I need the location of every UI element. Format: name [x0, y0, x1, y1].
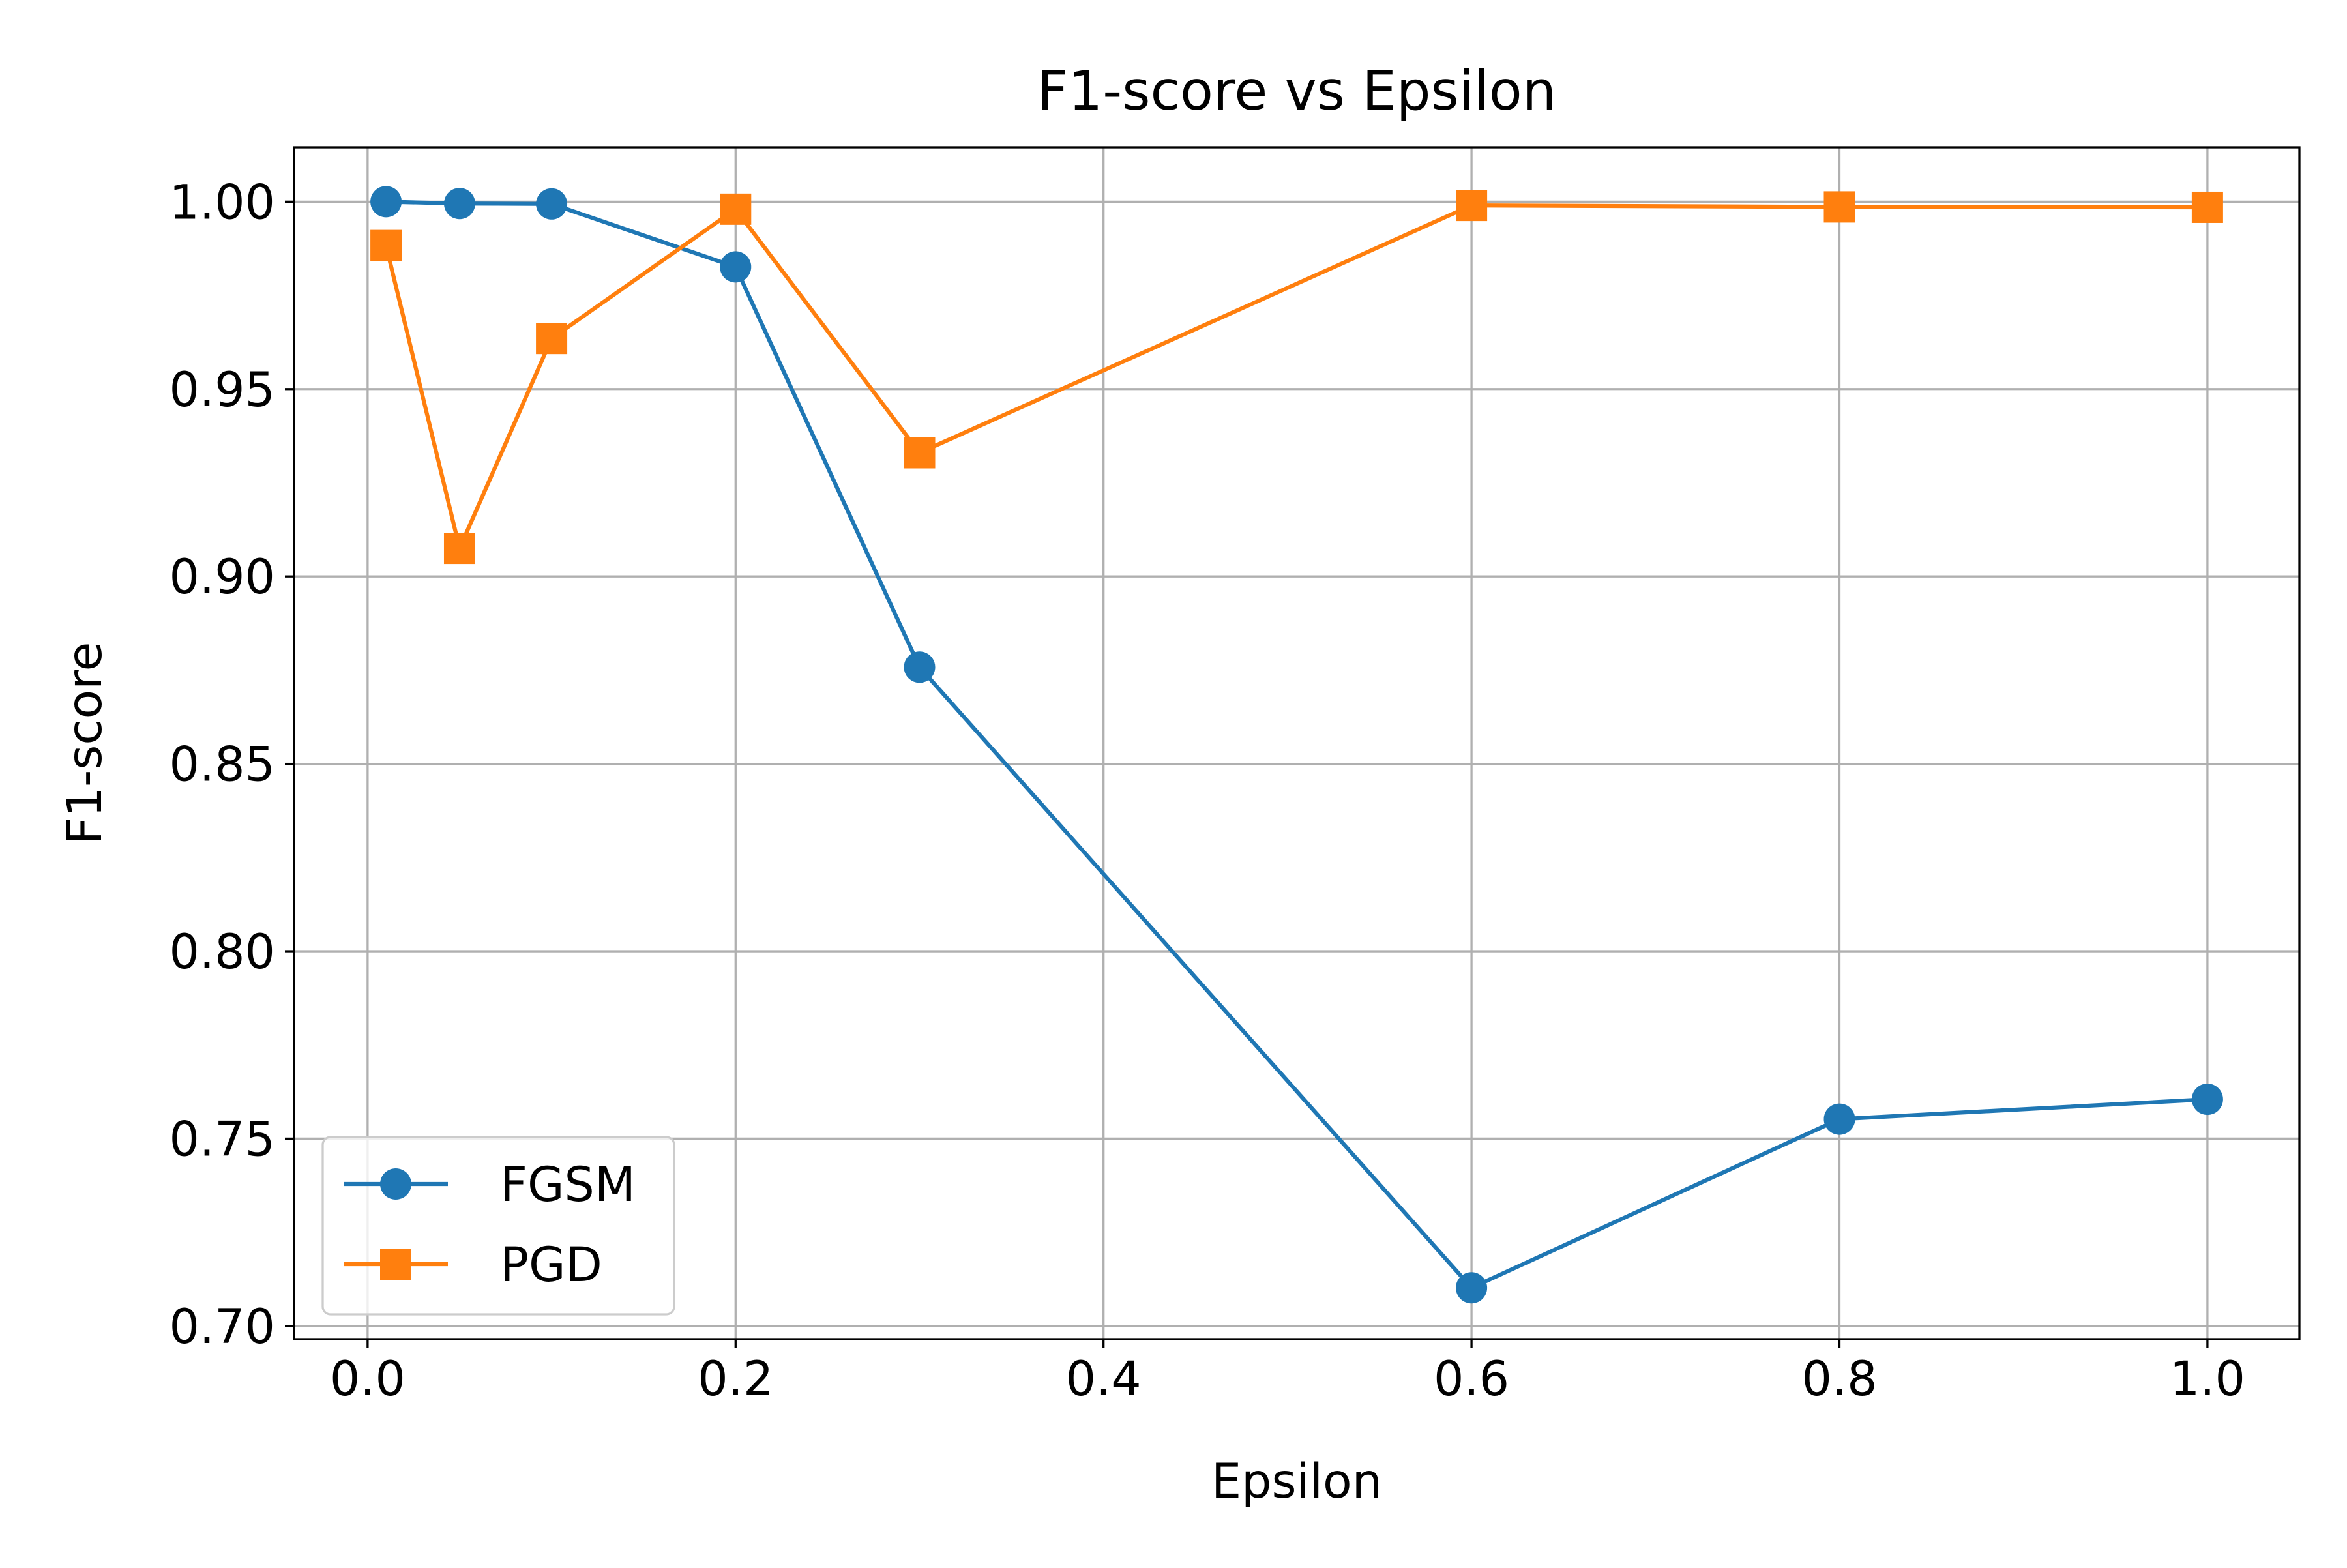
y-tick-label: 0.95 [169, 362, 275, 418]
x-axis-label: Epsilon [1211, 1454, 1382, 1509]
data-point-pgd [443, 533, 475, 565]
x-tick-label: 0.4 [1066, 1352, 1142, 1407]
y-tick-label: 0.75 [169, 1112, 275, 1167]
data-point-fgsm [443, 188, 475, 220]
data-point-pgd [1823, 191, 1855, 223]
series-pgd [370, 190, 2223, 565]
series-line-pgd [384, 203, 2207, 551]
data-point-pgd [904, 437, 936, 469]
y-tick-label: 0.85 [169, 737, 275, 793]
chart-title: F1-score vs Epsilon [1037, 59, 1557, 123]
y-tick-label: 0.90 [169, 550, 275, 605]
data-point-pgd [1456, 190, 1488, 222]
y-axis-label: F1-score [57, 642, 113, 845]
legend-marker-pgd [380, 1249, 411, 1280]
data-point-fgsm [370, 186, 402, 218]
data-point-fgsm [536, 188, 568, 220]
data-point-pgd [720, 193, 752, 225]
y-tick-label: 1.00 [169, 175, 275, 230]
data-point-pgd [2191, 191, 2223, 223]
y-tick-label: 0.70 [169, 1299, 275, 1355]
data-point-pgd [370, 229, 402, 261]
data-point-fgsm [1823, 1103, 1855, 1135]
series-fgsm [370, 186, 2223, 1304]
x-tick-label: 0.0 [330, 1352, 406, 1407]
data-point-fgsm [904, 651, 936, 683]
data-point-fgsm [720, 251, 752, 283]
data-point-fgsm [1456, 1272, 1488, 1304]
data-point-fgsm [2191, 1084, 2223, 1116]
legend-label-fgsm: FGSM [500, 1157, 636, 1213]
ticks: 0.0 0.2 0.4 0.6 0.8 1.0 0.70 0.75 0.80 0.85 0.90 0.… [169, 175, 2245, 1407]
legend: FGSM PGD [321, 1136, 675, 1316]
legend-item-fgsm: FGSM [344, 1157, 636, 1213]
x-tick-label: 1.0 [2170, 1352, 2245, 1407]
y-tick-label: 0.80 [169, 925, 275, 980]
legend-item-pgd: PGD [344, 1237, 602, 1293]
plot-frame [293, 146, 2301, 1340]
x-tick-label: 0.6 [1434, 1352, 1509, 1407]
data-point-pgd [536, 323, 568, 355]
x-tick-label: 0.8 [1801, 1352, 1877, 1407]
series-layer [370, 186, 2223, 1304]
grid [294, 147, 2299, 1339]
x-tick-label: 0.2 [698, 1352, 773, 1407]
legend-label-pgd: PGD [500, 1237, 602, 1293]
legend-marker-fgsm [380, 1168, 411, 1200]
